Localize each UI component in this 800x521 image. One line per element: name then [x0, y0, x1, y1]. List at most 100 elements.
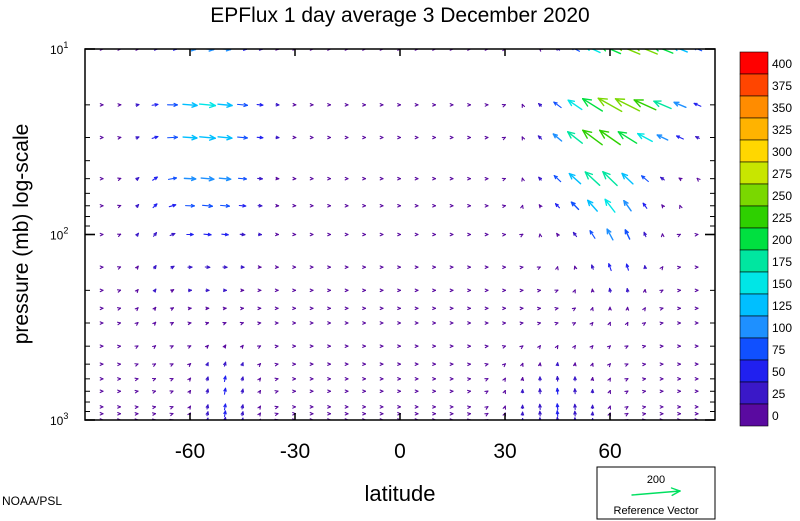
flux-vector: [572, 289, 576, 294]
flux-vector: [135, 232, 139, 237]
flux-vector: [659, 289, 664, 294]
flux-vector: [186, 232, 194, 237]
flux-vector: [677, 288, 681, 293]
flux-vector: [677, 411, 681, 416]
flux-vector: [151, 377, 157, 382]
flux-vector: [205, 411, 210, 417]
flux-vector: [257, 389, 262, 395]
flux-vector: [134, 412, 139, 416]
flux-vector: [379, 103, 384, 107]
flux-vector: [538, 362, 542, 367]
flux-vector: [567, 131, 583, 144]
flux-vector: [167, 176, 178, 181]
flux-vector: [432, 405, 436, 409]
flux-vector: [467, 265, 471, 269]
flux-vector: [116, 307, 122, 311]
flux-vector: [449, 135, 454, 140]
flux-vector: [693, 102, 702, 107]
flux-vector: [621, 172, 634, 185]
flux-vector: [555, 387, 560, 395]
flux-vector: [274, 412, 279, 417]
flux-vector: [414, 389, 419, 394]
flux-vector: [151, 405, 157, 410]
flux-vector: [397, 176, 402, 181]
flux-vector: [659, 266, 664, 271]
flux-vector: [187, 363, 192, 367]
flux-vector: [187, 405, 192, 410]
flux-vector: [432, 288, 437, 293]
flux-vector: [362, 135, 367, 140]
flux-vector: [581, 98, 604, 112]
flux-vector: [484, 135, 489, 140]
flux-vector: [449, 412, 454, 416]
flux-vector: [188, 288, 192, 293]
flux-vector: [676, 135, 684, 140]
flux-vector: [553, 175, 562, 183]
flux-vector: [205, 388, 210, 394]
flux-vector: [624, 390, 629, 395]
flux-vector: [152, 203, 158, 209]
flux-vector: [694, 321, 699, 325]
flux-vector: [99, 204, 104, 208]
flux-vector: [135, 177, 140, 181]
flux-vector: [414, 232, 419, 237]
flux-vector: [151, 135, 159, 140]
colorbar-label: 225: [772, 211, 792, 225]
flux-vector: [169, 232, 176, 237]
flux-vector: [379, 389, 384, 394]
flux-vector: [414, 405, 419, 409]
flux-vector: [590, 362, 594, 367]
flux-vector: [538, 233, 543, 238]
flux-vector: [521, 136, 526, 141]
flux-vector: [641, 344, 646, 349]
flux-vector: [432, 362, 436, 366]
flux-vector: [187, 345, 192, 349]
flux-vector: [655, 49, 674, 54]
flux-vector: [590, 389, 595, 394]
colorbar-label: 125: [772, 299, 792, 313]
flux-vector: [205, 376, 209, 382]
flux-vector: [309, 377, 314, 381]
flux-vector: [379, 405, 384, 409]
flux-vector: [519, 321, 524, 326]
colorbar-label: 0: [772, 409, 779, 423]
flux-vector: [327, 405, 332, 409]
flux-vector: [538, 403, 542, 410]
flux-vector: [484, 177, 489, 181]
flux-vector: [257, 377, 262, 382]
flux-vector: [414, 377, 419, 381]
flux-vector: [223, 410, 227, 418]
flux-vector: [449, 265, 454, 269]
flux-vector: [641, 175, 649, 183]
flux-vector: [660, 176, 665, 181]
y-axis-label: pressure (mb) log-scale: [10, 124, 33, 345]
flux-vector: [554, 345, 559, 350]
flux-vector: [218, 176, 232, 182]
flux-vector: [116, 289, 122, 293]
flux-vector: [414, 288, 419, 293]
flux-vector: [694, 265, 699, 269]
flux-vector: [501, 363, 506, 368]
colorbar-label: 75: [772, 343, 786, 357]
flux-vector: [484, 321, 489, 325]
x-axis-label: latitude: [365, 481, 436, 506]
flux-vector: [659, 344, 664, 349]
flux-vector: [292, 306, 297, 311]
flux-vector: [538, 410, 542, 417]
flux-vector: [519, 233, 524, 238]
flux-vector: [134, 363, 139, 367]
flux-vector: [677, 377, 681, 381]
flux-vector: [187, 306, 192, 311]
flux-vector: [222, 321, 227, 326]
flux-vector: [99, 306, 104, 311]
colorbar-swatch: [739, 337, 769, 361]
flux-vector: [694, 232, 699, 237]
flux-vector: [607, 390, 611, 395]
flux-vector: [602, 49, 622, 55]
flux-vector: [362, 321, 367, 325]
flux-vector: [204, 321, 209, 326]
flux-vector: [642, 202, 648, 209]
flux-vector: [99, 411, 104, 416]
flux-vector: [292, 203, 297, 208]
flux-vector: [608, 287, 612, 293]
